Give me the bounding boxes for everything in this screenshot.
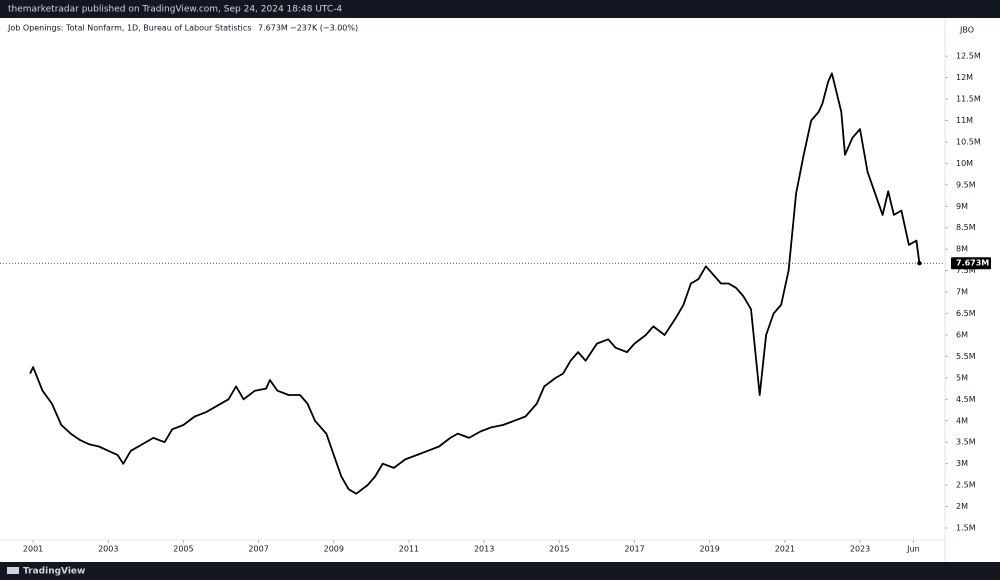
y-tick-label: 5.5M bbox=[956, 352, 976, 361]
x-tick-label: 2017 bbox=[624, 545, 644, 554]
y-tick-label: 5M bbox=[956, 373, 968, 382]
x-tick-label: 2015 bbox=[549, 545, 569, 554]
x-tick-label: 2023 bbox=[850, 545, 870, 554]
x-tick-label: 2001 bbox=[23, 545, 43, 554]
publish-header: themarketradar published on TradingView.… bbox=[8, 5, 342, 15]
last-price-box bbox=[951, 257, 991, 270]
tv-logo bbox=[7, 567, 19, 574]
last-price-label: 7.673M bbox=[956, 259, 989, 268]
plot-background bbox=[0, 18, 1000, 562]
y-tick-label: 1.5M bbox=[956, 523, 976, 532]
y-tick-label: 4M bbox=[956, 416, 968, 425]
x-tick-label: 2003 bbox=[98, 545, 118, 554]
x-tick-label: 2021 bbox=[775, 545, 795, 554]
y-tick-label: 10M bbox=[956, 159, 973, 168]
y-tick-label: 3M bbox=[956, 459, 968, 468]
y-tick-label: 6M bbox=[956, 330, 968, 339]
x-tick-label: Jun bbox=[906, 545, 920, 554]
y-tick-label: 6.5M bbox=[956, 309, 976, 318]
footer-brand: TradingView bbox=[23, 567, 85, 577]
y-tick-label: 11.5M bbox=[956, 95, 981, 104]
top-bar bbox=[0, 0, 1000, 18]
x-tick-label: 2011 bbox=[399, 545, 419, 554]
y-tick-label: 9.5M bbox=[956, 180, 976, 189]
legend-value: 7.673M bbox=[258, 24, 288, 33]
x-tick-label: 2005 bbox=[173, 545, 193, 554]
series-legend: Job Openings: Total Nonfarm, 1D, Bureau … bbox=[7, 24, 251, 33]
bottom-bar bbox=[0, 562, 1000, 580]
y-tick-label: 7.5M bbox=[956, 266, 976, 275]
y-tick-label: 8.5M bbox=[956, 223, 976, 232]
y-tick-label: 2M bbox=[956, 502, 968, 511]
x-tick-label: 2009 bbox=[324, 545, 344, 554]
y-tick-label: 7M bbox=[956, 288, 968, 297]
y-tick-label: 12.5M bbox=[956, 52, 981, 61]
y-tick-label: 8M bbox=[956, 245, 968, 254]
legend-change: −237K (−3.00%) bbox=[290, 24, 358, 33]
x-tick-label: 2019 bbox=[700, 545, 720, 554]
y-tick-label: 12M bbox=[956, 73, 973, 82]
x-tick-label: 2007 bbox=[248, 545, 268, 554]
y-tick-label: 3.5M bbox=[956, 438, 976, 447]
x-tick-label: 2013 bbox=[474, 545, 494, 554]
last-point bbox=[917, 261, 922, 266]
y-tick-label: 4.5M bbox=[956, 395, 976, 404]
y-tick-label: 10.5M bbox=[956, 137, 981, 146]
y-tick-label: 9M bbox=[956, 202, 968, 211]
y-tick-label: 11M bbox=[956, 116, 973, 125]
symbol: JBO bbox=[959, 26, 974, 35]
y-tick-label: 2.5M bbox=[956, 481, 976, 490]
series-line bbox=[29, 72, 921, 495]
